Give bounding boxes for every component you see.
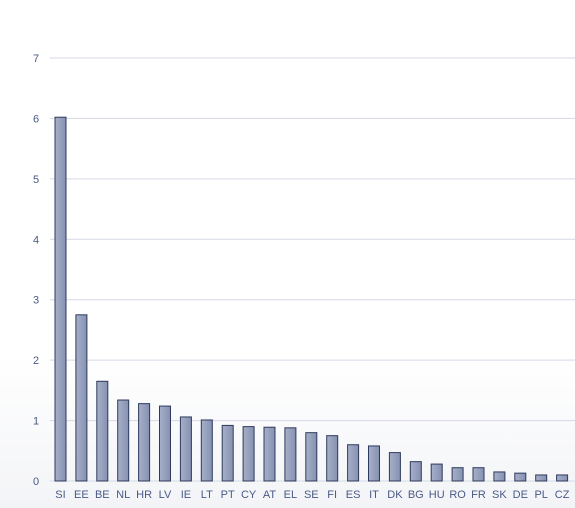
- bar-IE: [179, 416, 192, 482]
- bar-SI: [54, 116, 67, 482]
- x-tick-label: EE: [74, 489, 89, 501]
- x-tick-label: CZ: [555, 489, 570, 501]
- x-tick-label: FR: [471, 489, 486, 501]
- bar-PL: [535, 474, 548, 482]
- bar-RO: [451, 467, 464, 482]
- bar-SK: [493, 471, 506, 482]
- x-tick-label: FI: [327, 489, 337, 501]
- x-tick-label: HU: [429, 489, 445, 501]
- x-tick-label: SI: [55, 489, 65, 501]
- x-tick-label: EL: [284, 489, 297, 501]
- bars: [54, 116, 569, 482]
- x-tick-label: CY: [241, 489, 257, 501]
- y-tick-label: 0: [33, 476, 39, 488]
- bar-HU: [430, 463, 443, 482]
- gridlines: [50, 57, 575, 482]
- bar-ES: [347, 444, 360, 482]
- bar-BG: [409, 461, 422, 482]
- x-tick-label: SK: [492, 489, 507, 501]
- bar-DE: [514, 472, 527, 482]
- bar-LT: [200, 419, 213, 482]
- bar-LV: [159, 405, 171, 482]
- bar-EE: [75, 314, 88, 482]
- y-tick-label: 6: [33, 113, 39, 125]
- bar-NL: [117, 399, 130, 482]
- bar-PT: [221, 424, 234, 482]
- bar-FI: [326, 435, 339, 482]
- x-tick-label: LV: [159, 489, 172, 501]
- x-tick-label: SE: [304, 489, 319, 501]
- x-tick-label: LT: [201, 489, 213, 501]
- x-tick-label: RO: [449, 489, 466, 501]
- bar-AT: [263, 426, 276, 482]
- x-axis-ticks: SI EE BE NL HR LV IE LT PT CY AT EL SE FI ES IT DK BG HU RO…: [55, 489, 569, 501]
- y-tick-label: 2: [33, 355, 39, 367]
- x-tick-label: AT: [263, 489, 277, 501]
- bar-DK: [388, 452, 401, 482]
- x-tick-label: PT: [221, 489, 235, 501]
- x-tick-label: NL: [116, 489, 130, 501]
- bar-FR: [472, 467, 485, 482]
- bar-CZ: [556, 474, 569, 482]
- x-tick-label: BG: [408, 489, 424, 501]
- x-tick-label: IT: [369, 489, 379, 501]
- bar-HR: [138, 403, 151, 482]
- x-tick-label: BE: [95, 489, 110, 501]
- bar-CY: [242, 426, 255, 482]
- y-tick-label: 3: [33, 295, 39, 307]
- y-tick-label: 4: [33, 234, 39, 246]
- x-tick-label: ES: [346, 489, 361, 501]
- x-tick-label: DK: [387, 489, 403, 501]
- x-tick-label: DE: [513, 489, 528, 501]
- x-tick-label: IE: [181, 489, 191, 501]
- y-axis-ticks: 0 1 2 3 4 5 6 7: [33, 53, 39, 488]
- y-tick-label: 7: [33, 53, 39, 65]
- y-tick-label: 5: [33, 174, 39, 186]
- bar-BE: [96, 380, 109, 482]
- x-tick-label: HR: [136, 489, 152, 501]
- y-tick-label: 1: [33, 416, 39, 428]
- bar-EL: [284, 427, 297, 482]
- bar-IT: [368, 445, 380, 482]
- bar-SE: [305, 432, 318, 482]
- x-tick-label: PL: [534, 489, 547, 501]
